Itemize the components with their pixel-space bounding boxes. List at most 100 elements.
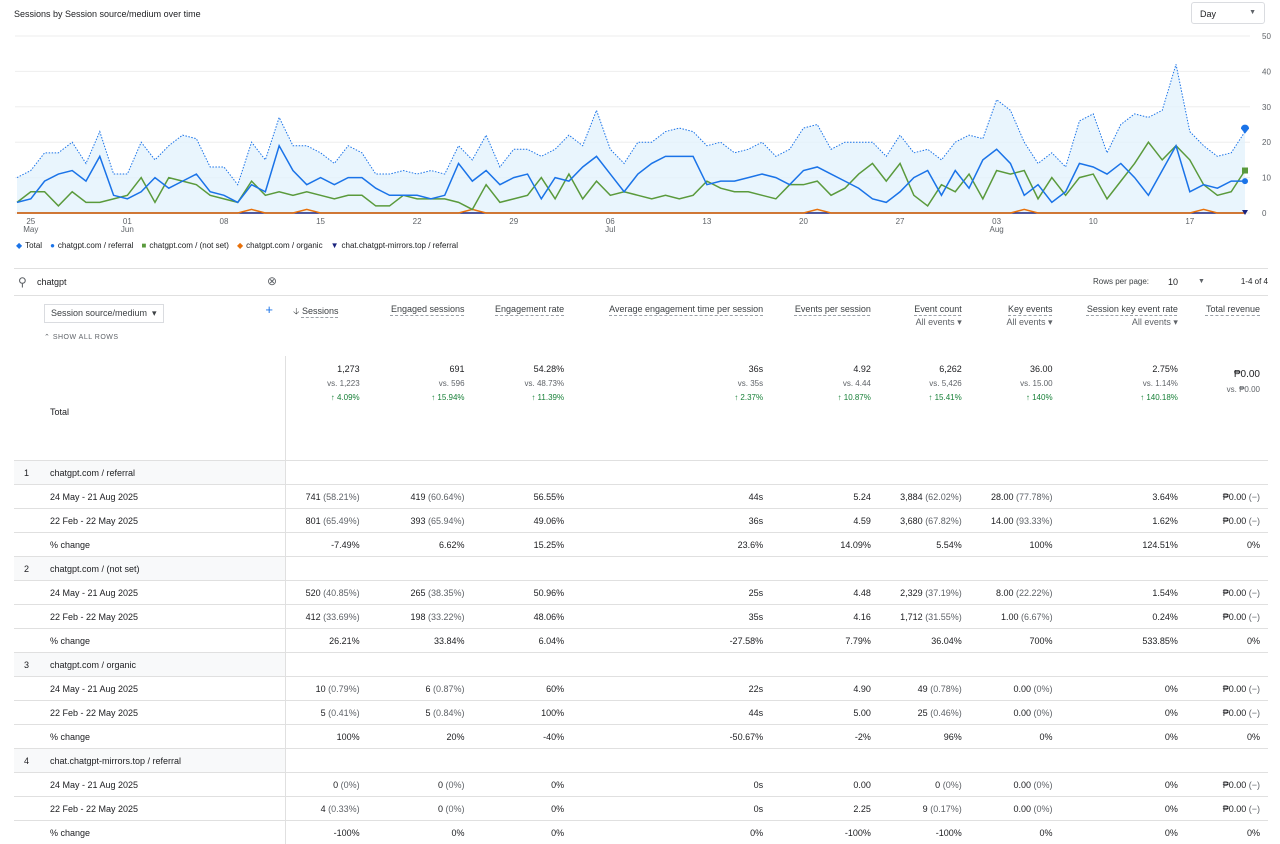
cell-value: 0% bbox=[551, 780, 564, 790]
total-value: 36s bbox=[580, 364, 763, 374]
legend-item[interactable]: ●chatgpt.com / referral bbox=[50, 241, 133, 250]
event-filter-select[interactable]: All events ▾ bbox=[1069, 317, 1178, 328]
table-cell: 100% bbox=[970, 533, 1061, 557]
column-header-label: Engagement rate bbox=[495, 304, 564, 314]
event-filter-select[interactable]: All events ▾ bbox=[887, 317, 962, 328]
table-cell: 3.64% bbox=[1061, 485, 1186, 509]
cell-share: (0.17%) bbox=[930, 804, 962, 814]
granularity-select[interactable]: Day▼ bbox=[1191, 2, 1265, 24]
table-cell: -7.49% bbox=[285, 533, 368, 557]
column-header[interactable]: Total revenue bbox=[1186, 296, 1268, 356]
column-header-label: Engaged sessions bbox=[391, 304, 465, 314]
cell-value: 6 bbox=[425, 684, 430, 694]
total-cell: 54.28%vs. 48.73%↑ 11.39% bbox=[473, 356, 573, 461]
legend-marker-icon: ◆ bbox=[16, 241, 22, 250]
cell-value: 44s bbox=[749, 492, 764, 502]
table-cell: 0% bbox=[1061, 725, 1186, 749]
group-name: chatgpt.com / organic bbox=[50, 660, 136, 670]
table-cell: 36s bbox=[572, 509, 771, 533]
cell-value: ₱0.00 bbox=[1223, 588, 1247, 598]
table-cell: 741 (58.21%) bbox=[285, 485, 368, 509]
dimension-select[interactable]: Session source/medium ▾ bbox=[44, 304, 164, 323]
legend-marker-icon: ● bbox=[50, 241, 55, 250]
legend-item[interactable]: ▼chat.chatgpt-mirrors.top / referral bbox=[331, 241, 458, 250]
search-input[interactable]: chatgpt bbox=[37, 277, 67, 287]
y-tick-label: 50 bbox=[1262, 32, 1271, 41]
cell-share: (38.35%) bbox=[428, 588, 465, 598]
row-number: 2 bbox=[24, 564, 29, 574]
table-cell: 0.00 (0%) bbox=[970, 677, 1061, 701]
group-name: chatgpt.com / referral bbox=[50, 468, 135, 478]
row-label: 24 May - 21 Aug 2025 bbox=[14, 485, 285, 509]
total-compare: vs. 48.73% bbox=[481, 379, 565, 388]
rows-per-page-select[interactable]: 10 bbox=[1168, 277, 1178, 287]
cell-share: (−) bbox=[1249, 612, 1260, 622]
table-cell: 1.00 (6.67%) bbox=[970, 605, 1061, 629]
cell-share: (37.19%) bbox=[925, 588, 962, 598]
column-header[interactable]: Engagement rate bbox=[473, 296, 573, 356]
dropdown-arrow-icon[interactable]: ▼ bbox=[1198, 278, 1205, 285]
cell-value: 36.04% bbox=[931, 636, 962, 646]
legend-item[interactable]: ◆chatgpt.com / organic bbox=[237, 241, 323, 250]
cell-share: (77.78%) bbox=[1016, 492, 1053, 502]
total-compare: vs. 596 bbox=[376, 379, 465, 388]
cell-value: 0% bbox=[1247, 732, 1260, 742]
cell-share: (0%) bbox=[1034, 708, 1053, 718]
table-cell: 0% bbox=[1186, 725, 1268, 749]
event-filter-select[interactable]: All events ▾ bbox=[978, 317, 1053, 328]
column-header[interactable]: Events per session bbox=[771, 296, 879, 356]
add-dimension-button[interactable]: + bbox=[265, 302, 273, 317]
table-cell: 0% bbox=[1061, 797, 1186, 821]
x-tick-month: Jul bbox=[605, 225, 615, 234]
column-header[interactable]: Key events All events ▾ bbox=[970, 296, 1061, 356]
cell-share: (0.84%) bbox=[433, 708, 465, 718]
cell-value: 23.6% bbox=[738, 540, 764, 550]
table-cell: 6.62% bbox=[368, 533, 473, 557]
cell-value: 56.55% bbox=[534, 492, 565, 502]
cell-value: 3,884 bbox=[900, 492, 923, 502]
cell-value: 5.24 bbox=[853, 492, 871, 502]
row-label: % change bbox=[14, 533, 285, 557]
cell-value: 20% bbox=[447, 732, 465, 742]
cell-value: 3.64% bbox=[1152, 492, 1178, 502]
table-cell: 0.00 bbox=[771, 773, 879, 797]
cell-value: 48.06% bbox=[534, 612, 565, 622]
cell-value: 6.62% bbox=[439, 540, 465, 550]
table-cell: ₱0.00 (−) bbox=[1186, 797, 1268, 821]
row-label: % change bbox=[14, 725, 285, 749]
group-row[interactable]: 1 chatgpt.com / referral bbox=[14, 461, 1268, 485]
column-header[interactable]: 🡣 Sessions bbox=[285, 296, 368, 356]
table-cell: 4.16 bbox=[771, 605, 879, 629]
column-header[interactable]: Average engagement time per session bbox=[572, 296, 771, 356]
cell-share: (0%) bbox=[1034, 684, 1053, 694]
cell-share: (0%) bbox=[446, 780, 465, 790]
table-cell: 49 (0.78%) bbox=[879, 677, 970, 701]
cell-share: (60.64%) bbox=[428, 492, 465, 502]
column-header[interactable]: Engaged sessions bbox=[368, 296, 473, 356]
row-number: 1 bbox=[24, 468, 29, 478]
legend-label: Total bbox=[25, 241, 42, 250]
cell-value: 0s bbox=[754, 804, 764, 814]
cell-value: 0s bbox=[754, 780, 764, 790]
legend-item[interactable]: ■chatgpt.com / (not set) bbox=[142, 241, 229, 250]
column-header-label: Key events bbox=[1008, 304, 1053, 314]
legend-item[interactable]: ◆Total bbox=[16, 241, 42, 250]
cell-value: 14.09% bbox=[840, 540, 871, 550]
cell-value: 100% bbox=[1030, 540, 1053, 550]
show-all-rows-button[interactable]: ⌃ SHOW ALL ROWS bbox=[44, 333, 277, 341]
clear-search-icon[interactable]: ⊗ bbox=[267, 274, 277, 288]
cell-value: 0.00 bbox=[1014, 780, 1032, 790]
cell-value: 741 bbox=[306, 492, 321, 502]
cell-value: 0% bbox=[452, 828, 465, 838]
table-cell: 25s bbox=[572, 581, 771, 605]
table-cell: 4.59 bbox=[771, 509, 879, 533]
